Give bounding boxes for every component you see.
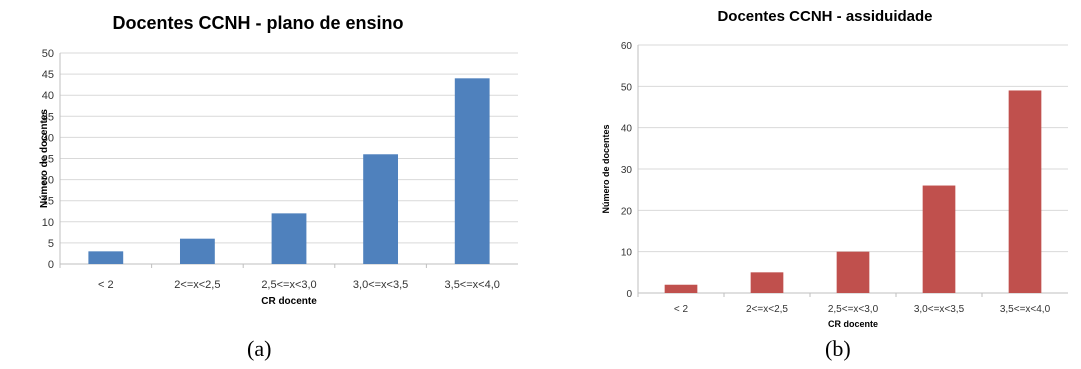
y-tick-label: 20 bbox=[621, 206, 633, 217]
y-tick-label: 10 bbox=[42, 217, 54, 229]
x-tick-label: 3,5<=x<4,0 bbox=[1000, 304, 1051, 315]
y-tick-label: 60 bbox=[621, 41, 633, 52]
y-tick-label: 40 bbox=[42, 90, 54, 102]
bar-5 bbox=[454, 78, 490, 264]
y-tick-label: 15 bbox=[42, 196, 54, 208]
x-tick-label: 3,5<=x<4,0 bbox=[445, 279, 500, 291]
x-tick-label: 3,0<=x<3,5 bbox=[914, 304, 965, 315]
y-tick-label: 0 bbox=[48, 259, 54, 271]
x-tick-label: < 2 bbox=[98, 279, 114, 291]
chart-a-caption: (a) bbox=[247, 336, 272, 361]
chart-a-svg: Docentes CCNH - plano de ensino 0 5 10 15 20 2… bbox=[39, 13, 518, 307]
chart-a: Docentes CCNH - plano de ensino 0 5 10 15 20 2… bbox=[0, 0, 540, 369]
y-tick-label: 30 bbox=[42, 132, 54, 144]
y-tick-label: 25 bbox=[42, 154, 54, 166]
y-tick-label: 50 bbox=[42, 48, 54, 60]
chart-title: Docentes CCNH - assiduidade bbox=[717, 8, 932, 25]
bar-1 bbox=[88, 251, 124, 264]
bar-2 bbox=[179, 238, 215, 264]
y-tick-label: 35 bbox=[42, 111, 54, 123]
y-axis-label: Número de docentes bbox=[39, 109, 50, 208]
bar-1 bbox=[664, 284, 698, 293]
x-tick-label: 2,5<=x<3,0 bbox=[828, 304, 879, 315]
y-tick-label: 0 bbox=[626, 289, 632, 300]
y-tick-label: 40 bbox=[621, 124, 633, 135]
y-tick-label: 30 bbox=[621, 165, 633, 176]
chart-b-caption: (b) bbox=[825, 336, 851, 361]
x-tick-label: 2<=x<2,5 bbox=[746, 304, 788, 315]
y-axis-label: Número de docentes bbox=[601, 124, 611, 213]
y-tick-label: 5 bbox=[48, 238, 54, 250]
x-tick-label: < 2 bbox=[674, 304, 689, 315]
x-axis-label: CR docente bbox=[261, 296, 317, 307]
x-tick-label: 3,0<=x<3,5 bbox=[353, 279, 408, 291]
y-tick-label: 20 bbox=[42, 175, 54, 187]
bar-5 bbox=[1008, 90, 1042, 293]
y-tick-label: 50 bbox=[621, 82, 633, 93]
x-tick-label: 2<=x<2,5 bbox=[174, 279, 220, 291]
x-tick-label: 2,5<=x<3,0 bbox=[261, 279, 316, 291]
chart-b: Docentes CCNH - assiduidade 0 10 20 30 40 50 60… bbox=[560, 0, 1081, 369]
bar-3 bbox=[836, 251, 870, 293]
x-axis-label: CR docente bbox=[828, 319, 878, 329]
bar-4 bbox=[922, 185, 956, 293]
bar-4 bbox=[363, 154, 399, 264]
bar-2 bbox=[750, 272, 784, 293]
y-tick-label: 45 bbox=[42, 69, 54, 81]
bar-3 bbox=[271, 213, 307, 264]
chart-b-svg: Docentes CCNH - assiduidade 0 10 20 30 40 50 60… bbox=[601, 8, 1068, 329]
chart-title: Docentes CCNH - plano de ensino bbox=[112, 13, 403, 33]
y-tick-label: 10 bbox=[621, 248, 633, 259]
